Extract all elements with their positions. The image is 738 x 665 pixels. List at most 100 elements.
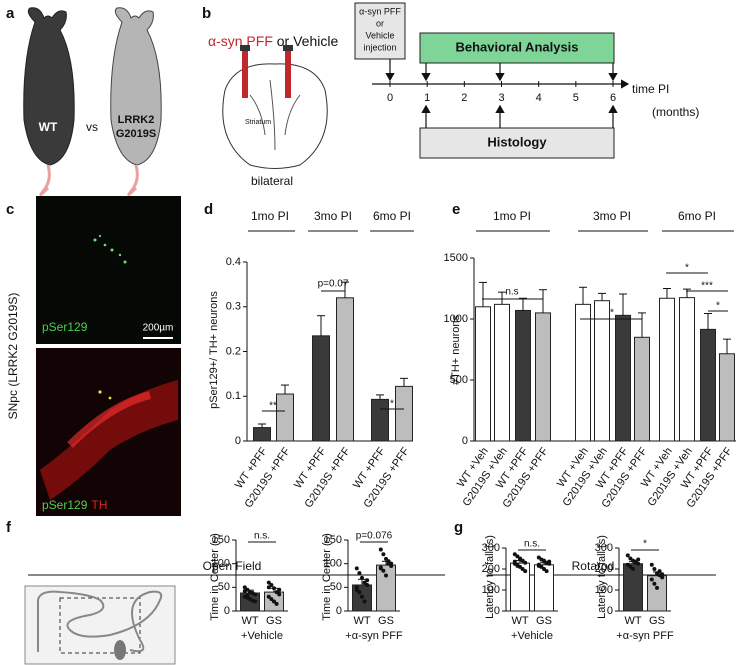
- panel-label: c: [6, 201, 14, 218]
- mouse-wt: [23, 7, 75, 196]
- timeline-label: time PI: [632, 82, 669, 96]
- data-point: [242, 589, 247, 594]
- data-point: [266, 580, 271, 585]
- stain-label: pSer129: [42, 320, 88, 334]
- data-point: [365, 582, 370, 587]
- region-label: Striatum: [245, 119, 271, 126]
- data-point: [266, 585, 271, 590]
- y-tick-label: 150: [324, 534, 342, 546]
- significance-label: n.s.: [254, 531, 270, 542]
- behavior-label: Behavioral Analysis: [455, 39, 578, 54]
- y-tick-label: 300: [595, 542, 613, 554]
- versus-label: vs: [86, 120, 98, 134]
- data-point: [518, 557, 522, 562]
- scale-label: 200µm: [143, 323, 174, 334]
- panel-label: e: [452, 201, 460, 218]
- timeline-tick-label: 3: [498, 92, 504, 104]
- significance-label: n.s: [505, 287, 518, 298]
- data-point: [357, 571, 362, 576]
- timeline-tick-label: 1: [424, 92, 430, 104]
- significance-label: *: [390, 399, 394, 410]
- open-field-diagram: [24, 585, 176, 665]
- behavior-box: [419, 32, 615, 64]
- y-tick-label: 0.3: [226, 301, 241, 313]
- data-point: [649, 577, 654, 582]
- group-title: 6mo PI: [678, 209, 716, 223]
- treatment: α-syn PFF: [208, 33, 273, 49]
- data-point: [649, 562, 654, 567]
- mouse-mutant: [110, 7, 162, 196]
- stain-label: pSer129 TH: [42, 498, 107, 512]
- data-point: [381, 552, 386, 557]
- significance-label: p=0.07: [318, 279, 349, 290]
- y-tick-label: 100: [324, 558, 342, 570]
- treatment-label: α-syn PFF or Vehicle: [208, 33, 338, 49]
- significance-label: *: [685, 263, 689, 274]
- bar: [594, 300, 610, 442]
- bar: [679, 297, 695, 442]
- timeline-tick-label: 6: [610, 92, 616, 104]
- data-point: [652, 581, 657, 586]
- brain-diagram: [222, 45, 328, 169]
- data-point: [362, 580, 367, 585]
- bar: [575, 303, 591, 442]
- y-tick-label: 200: [595, 563, 613, 575]
- y-axis-label: Time in Center (s): [321, 533, 333, 621]
- y-tick-label: 0: [336, 605, 342, 617]
- data-point: [389, 561, 394, 566]
- data-point: [253, 592, 258, 597]
- injection-text: injection: [363, 42, 396, 52]
- significance-label: **: [269, 401, 277, 412]
- significance-label: *: [610, 308, 614, 319]
- y-tick-label: 0: [462, 435, 468, 447]
- y-axis-label: Latency to fall (s): [484, 535, 496, 619]
- y-tick-label: 1500: [444, 252, 468, 264]
- y-tick-label: 300: [482, 542, 500, 554]
- data-point: [274, 590, 279, 595]
- data-point: [655, 585, 659, 590]
- injection-text: Vehicle: [365, 30, 394, 40]
- data-point: [536, 563, 541, 568]
- bar: [659, 297, 675, 442]
- data-point: [253, 599, 258, 604]
- mouse-label: WT: [39, 120, 58, 134]
- data-point: [657, 569, 662, 574]
- x-tick-label: WT: [241, 615, 258, 627]
- data-point: [365, 578, 370, 583]
- bar: [494, 303, 510, 442]
- timeline-tick-label: 2: [461, 92, 467, 104]
- data-point: [266, 594, 271, 599]
- group-title: 1mo PI: [493, 209, 531, 223]
- data-point: [378, 547, 383, 552]
- bar: [336, 297, 354, 442]
- x-tick-label: WT: [353, 615, 370, 627]
- injection-text: α-syn PFF: [359, 6, 401, 16]
- bar: [634, 336, 650, 442]
- micrograph: [36, 196, 181, 344]
- data-point: [360, 575, 364, 580]
- panel-label: g: [454, 519, 463, 536]
- data-point: [386, 559, 391, 564]
- x-tick-label: GS: [536, 615, 552, 627]
- bar: [475, 306, 491, 442]
- significance-label: *: [716, 301, 720, 312]
- timeline-tick-label: 4: [536, 92, 542, 104]
- y-tick-label: 0: [607, 605, 613, 617]
- injection-box: [354, 2, 406, 60]
- bar: [395, 385, 413, 442]
- x-axis-label: +Vehicle: [241, 630, 283, 642]
- data-point: [515, 563, 520, 568]
- th-signal: [67, 391, 152, 448]
- x-tick-label: GS: [266, 615, 282, 627]
- data-point: [381, 568, 386, 573]
- bar: [535, 312, 551, 442]
- histology-label: Histology: [487, 134, 547, 149]
- y-axis-label: Latency to fall (s): [596, 535, 608, 619]
- bar: [276, 393, 294, 442]
- y-tick-label: 200: [482, 563, 500, 575]
- th-signal: [40, 380, 178, 500]
- y-tick-label: 0: [494, 605, 500, 617]
- data-point: [354, 566, 359, 571]
- data-point: [272, 586, 276, 591]
